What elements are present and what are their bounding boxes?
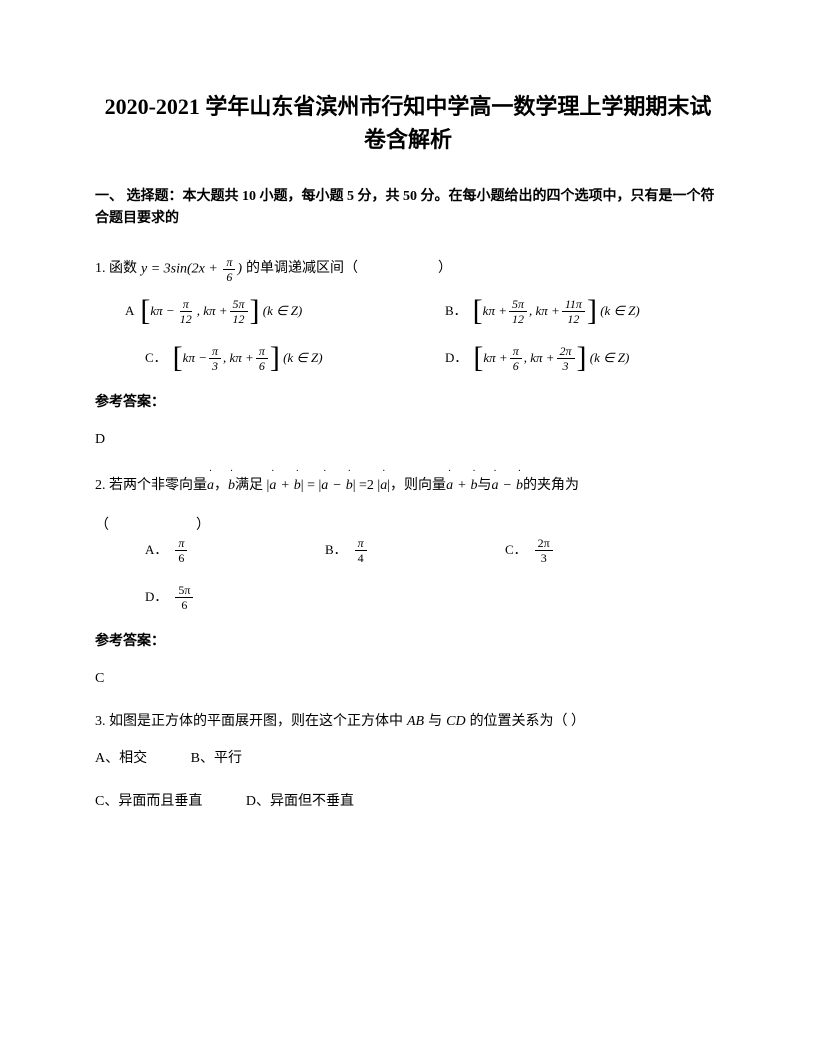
q3-row-2: C、异面而且垂直 D、异面但不垂直 <box>95 791 721 813</box>
q1-option-d: D． [ kπ + π6, kπ + 2π3 ] (k ∈ Z) <box>445 345 629 372</box>
q2-stem: 2. 若两个非零向量 a ， b 满足 | a + b | = | a − b … <box>95 472 721 500</box>
q3-prefix: 3. 如图是正方体的平面展开图，则在这个正方体中 <box>95 711 403 733</box>
q1-d-expr: [ kπ + π6, kπ + 2π3 ] (k ∈ Z) <box>473 345 629 372</box>
vec-a3: a <box>321 472 328 500</box>
q2-c-frac: 2π 3 <box>535 537 553 564</box>
q2-label-c: C． <box>505 540 527 561</box>
q2-mid6: 与 <box>478 472 492 500</box>
q1-options-row-2: C． [ kπ − π3, kπ + π6 ] (k ∈ Z) D． [ kπ … <box>95 345 721 372</box>
option-label-c: C． <box>145 348 167 369</box>
q1-prefix: 1. 函数 <box>95 258 137 280</box>
q2-option-a: A． π 6 <box>145 537 325 564</box>
q2-mid3: | = | <box>301 472 322 500</box>
q3-option-d: D、异面但不垂直 <box>246 791 354 813</box>
page-title: 2020-2021 学年山东省滨州市行知中学高一数学理上学期期末试卷含解析 <box>95 90 721 156</box>
vec-a: a <box>207 472 214 500</box>
q1-option-a: A [ kπ − π12, kπ + 5π12 ] (k ∈ Z) <box>125 298 405 325</box>
q2-label-a: A． <box>145 540 167 561</box>
q1-formula: y = 3sin(2x + π6) <box>137 256 246 283</box>
q2-option-c: C． 2π 3 <box>505 537 685 564</box>
q2-mid2: 满足 | <box>235 472 269 500</box>
q1-suffix: 的单调递减区间（ <box>246 258 358 280</box>
q1-b-expr: [ kπ + 5π12, kπ + 11π12 ] (k ∈ Z) <box>473 298 640 325</box>
q1-a-expr: [ kπ − π12, kπ + 5π12 ] (k ∈ Z) <box>140 298 302 325</box>
q1-options-row-1: A [ kπ − π12, kπ + 5π12 ] (k ∈ Z) B． [ k… <box>95 298 721 325</box>
vec-a5: a <box>446 472 453 500</box>
q3-option-a: A、相交 <box>95 748 147 770</box>
q1-answer-label: 参考答案： <box>95 392 721 414</box>
q3-options: A、相交 B、平行 C、异面而且垂直 D、异面但不垂直 <box>95 748 721 813</box>
vec-a6: a <box>492 472 499 500</box>
q1-answer: D <box>95 429 721 451</box>
q3-suffix: 的位置关系为（ ） <box>470 711 586 733</box>
vec-b3: b <box>346 472 353 500</box>
vec-a4: a <box>380 472 387 500</box>
q2-mid4: | =2 | <box>353 472 381 500</box>
q2-answer-label: 参考答案： <box>95 631 721 653</box>
q3-row-1: A、相交 B、平行 <box>95 748 721 770</box>
vec-b4: b <box>471 472 478 500</box>
q2-mid5: |，则向量 <box>387 472 446 500</box>
question-3: 3. 如图是正方体的平面展开图，则在这个正方体中 AB 与 CD 的位置关系为（… <box>95 711 721 813</box>
paren-open: （ <box>95 518 109 533</box>
option-label-d: D． <box>445 348 467 369</box>
question-1: 1. 函数 y = 3sin(2x + π6) 的单调递减区间（ ） A [ k… <box>95 256 721 372</box>
q3-option-b: B、平行 <box>191 748 242 770</box>
q3-ab: AB <box>403 711 428 733</box>
q1-c-expr: [ kπ − π3, kπ + π6 ] (k ∈ Z) <box>173 345 323 372</box>
q1-stem: 1. 函数 y = 3sin(2x + π6) 的单调递减区间（ ） <box>95 256 721 283</box>
vec-a2: a <box>269 472 276 500</box>
q2-label-d: D． <box>145 587 167 608</box>
q1-option-b: B． [ kπ + 5π12, kπ + 11π12 ] (k ∈ Z) <box>445 298 640 325</box>
q2-prefix: 2. 若两个非零向量 <box>95 472 207 500</box>
q2-paren: （ ） <box>95 515 721 537</box>
option-label-b: B． <box>445 301 467 322</box>
q1-close: ） <box>438 258 452 280</box>
q2-options: A． π 6 B． π 4 C． 2π 3 D． 5π 6 <box>95 537 721 611</box>
q2-b-frac: π 4 <box>355 537 367 564</box>
q3-mid: 与 <box>428 711 442 733</box>
q2-option-b: B． π 4 <box>325 537 505 564</box>
paren-close: ） <box>196 518 210 533</box>
q3-cd: CD <box>442 711 469 733</box>
q3-stem: 3. 如图是正方体的平面展开图，则在这个正方体中 AB 与 CD 的位置关系为（… <box>95 711 721 733</box>
plus2: + <box>453 472 470 500</box>
q2-option-d: D． 5π 6 <box>145 584 325 611</box>
q1-option-c: C． [ kπ − π3, kπ + π6 ] (k ∈ Z) <box>125 345 405 372</box>
minus: − <box>328 472 345 500</box>
q2-d-frac: 5π 6 <box>175 584 193 611</box>
q3-option-c: C、异面而且垂直 <box>95 791 202 813</box>
vec-b: b <box>228 472 235 500</box>
q2-label-b: B． <box>325 540 347 561</box>
vec-b2: b <box>294 472 301 500</box>
question-2: 2. 若两个非零向量 a ， b 满足 | a + b | = | a − b … <box>95 472 721 611</box>
q2-suffix: 的夹角为 <box>523 472 579 500</box>
minus2: − <box>499 472 516 500</box>
vec-b5: b <box>516 472 523 500</box>
q2-sep1: ， <box>214 472 228 500</box>
section-header: 一、 选择题：本大题共 10 小题，每小题 5 分，共 50 分。在每小题给出的… <box>95 186 721 231</box>
q2-answer: C <box>95 668 721 690</box>
option-label-a: A <box>125 301 134 322</box>
plus: + <box>276 472 293 500</box>
q2-a-frac: π 6 <box>175 537 187 564</box>
